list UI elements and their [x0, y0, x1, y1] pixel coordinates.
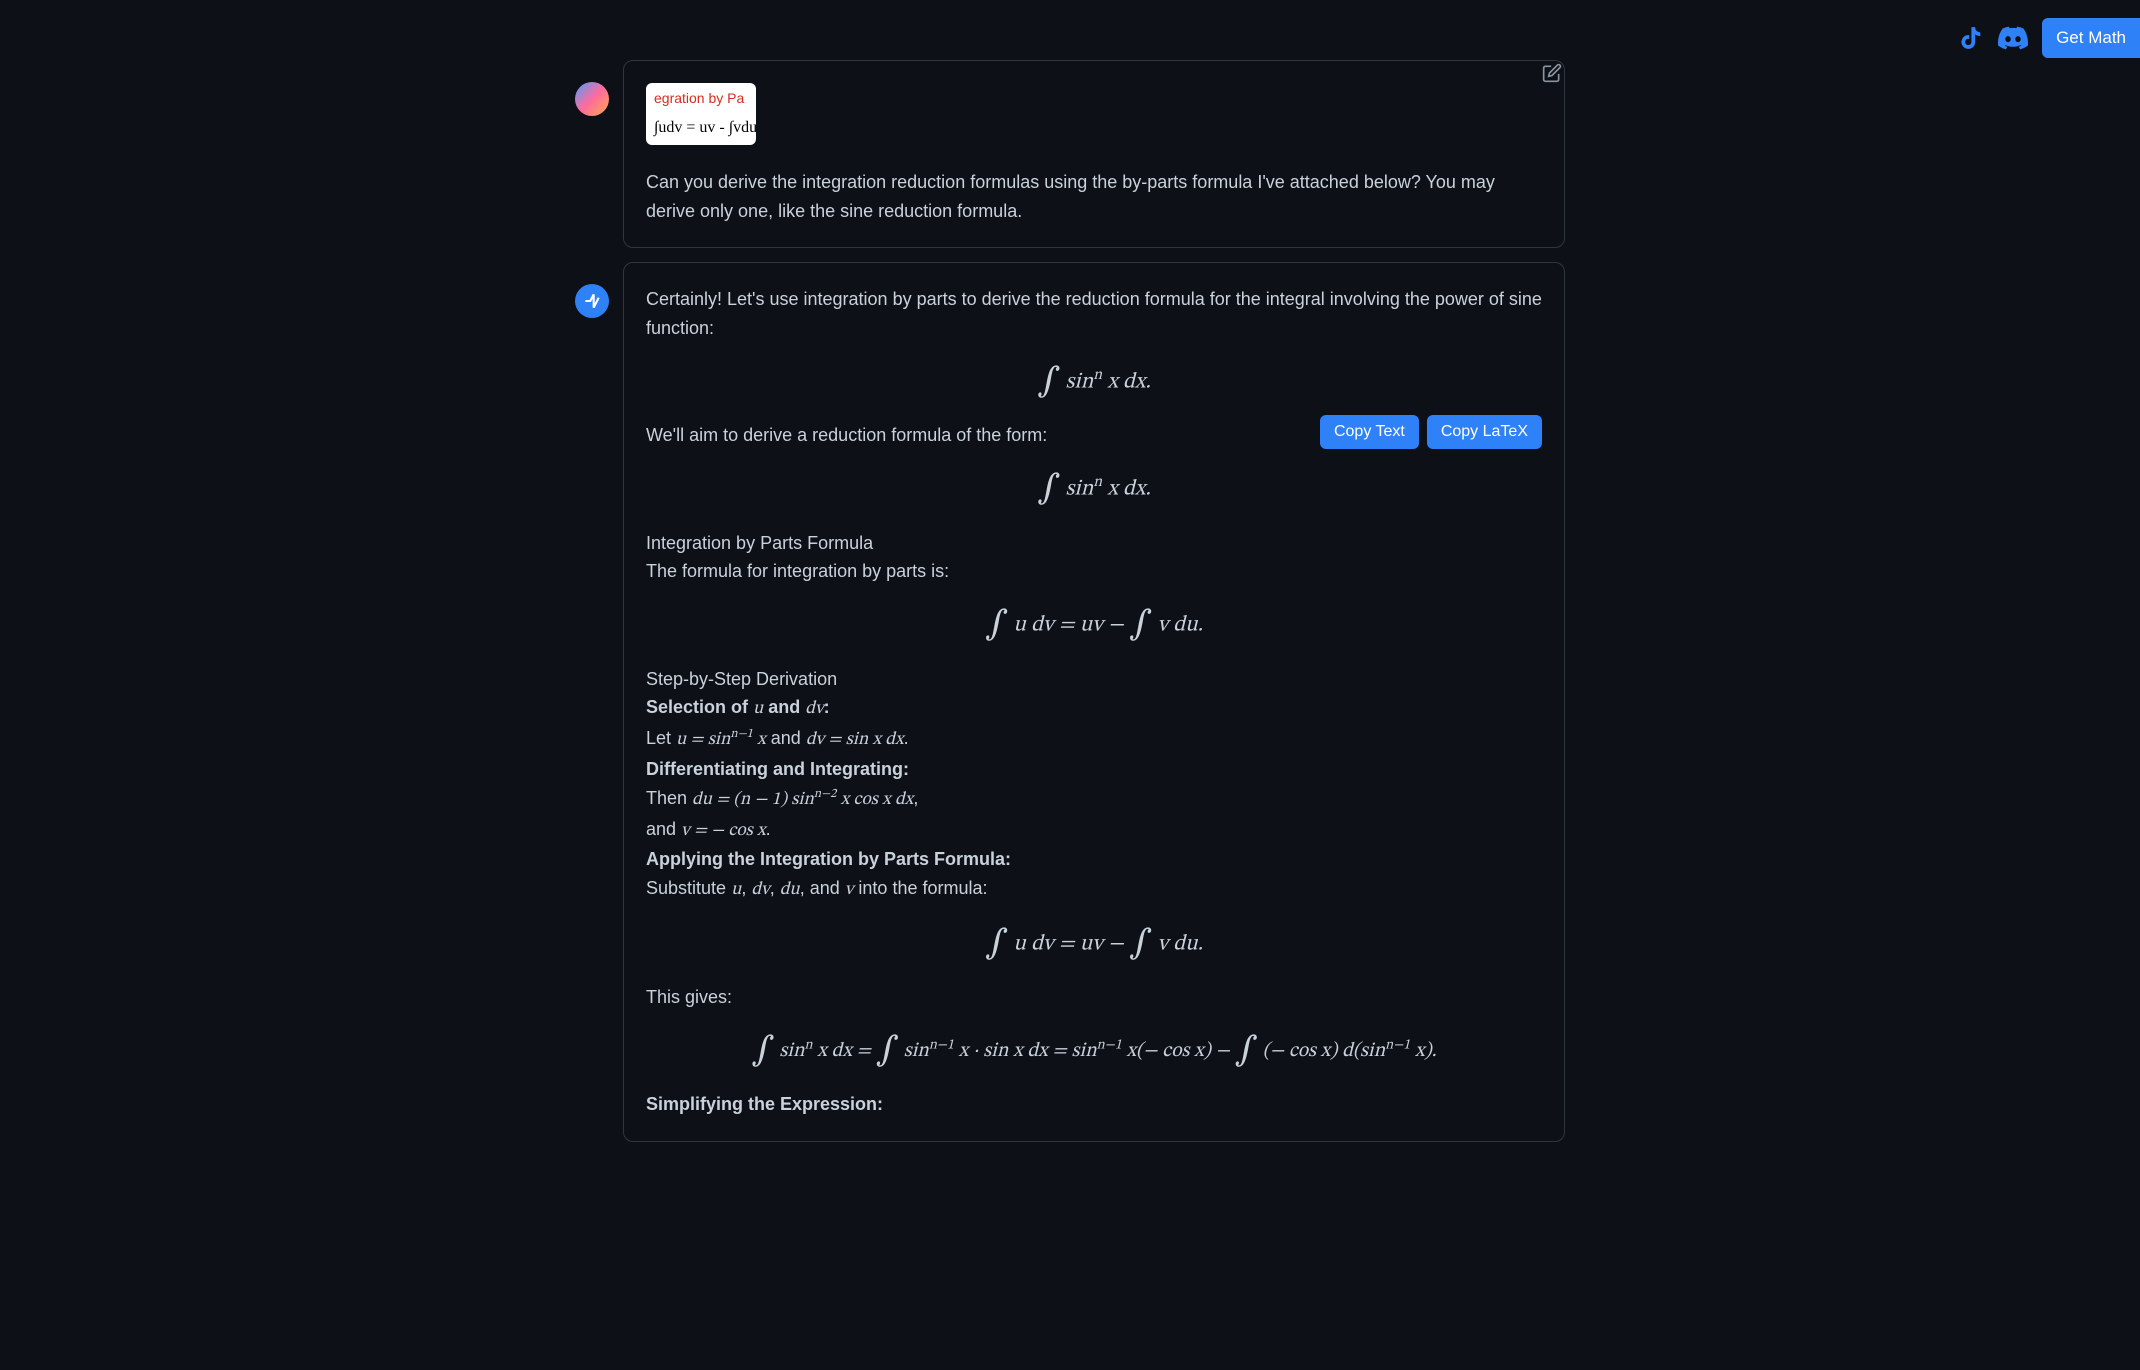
- attachment-preview[interactable]: egration by Pa ∫udv = uv - ∫vdu: [646, 83, 756, 145]
- then-prefix: Then: [646, 788, 692, 808]
- selection-label: Selection of: [646, 697, 753, 717]
- user-message-text: Can you derive the integration reduction…: [646, 168, 1542, 226]
- user-message-content: egration by Pa ∫udv = uv - ∫vdu Can you …: [646, 83, 1542, 225]
- substitute-suffix: into the formula:: [853, 878, 987, 898]
- selection-and: and: [763, 697, 805, 717]
- simplify-label: Simplifying the Expression:: [646, 1090, 1542, 1119]
- get-math-button[interactable]: Get Math: [2042, 18, 2140, 58]
- selection-u: u: [753, 700, 763, 718]
- then-line: Then du = (n − 1) sinn−2 x cos x dx,: [646, 784, 1542, 815]
- sub-u: u: [731, 881, 741, 899]
- let-dv: dv = sin x dx: [806, 731, 904, 749]
- user-message-wrapper: egration by Pa ∫udv = uv - ∫vdu Can you …: [623, 60, 1565, 248]
- then-du: du = (n − 1) sinn−2 x cos x dx: [692, 791, 913, 809]
- selection-line: Selection of u and dv:: [646, 693, 1542, 724]
- apply-label: Applying the Integration by Parts Formul…: [646, 845, 1542, 874]
- sub-du: du: [780, 881, 800, 899]
- and-v-period: .: [766, 819, 771, 839]
- bot-intro-text: Certainly! Let's use integration by part…: [646, 285, 1542, 343]
- math-formula-long: ∫ sinn x dx = ∫ sinn−1 x · sin x dx = si…: [646, 1024, 1542, 1078]
- user-message-card: egration by Pa ∫udv = uv - ∫vdu Can you …: [623, 60, 1565, 248]
- edit-icon[interactable]: [1542, 63, 1562, 88]
- copy-text-button[interactable]: Copy Text: [1320, 415, 1419, 449]
- attachment-formula: ∫udv = uv - ∫vdu: [654, 115, 748, 141]
- ibp-intro-text: The formula for integration by parts is:: [646, 557, 1542, 586]
- math-formula-ibp: ∫ u dv = uv − ∫ v du.: [646, 598, 1542, 652]
- attachment-title: egration by Pa: [654, 87, 748, 109]
- then-comma: ,: [913, 788, 918, 808]
- bot-avatar: [575, 284, 609, 318]
- selection-dv: dv: [805, 700, 823, 718]
- copy-latex-button[interactable]: Copy LaTeX: [1427, 415, 1542, 449]
- let-prefix: Let: [646, 728, 676, 748]
- bot-message-content: Copy Text Copy LaTeX Certainly! Let's us…: [646, 285, 1542, 1119]
- and-v-prefix: and: [646, 819, 681, 839]
- substitute-prefix: Substitute: [646, 878, 731, 898]
- copy-buttons: Copy Text Copy LaTeX: [1320, 415, 1542, 449]
- substitute-line: Substitute u, dv, du, and v into the for…: [646, 874, 1542, 905]
- chat-container: egration by Pa ∫udv = uv - ∫vdu Can you …: [555, 60, 1585, 1142]
- selection-colon: :: [824, 697, 830, 717]
- diff-label: Differentiating and Integrating:: [646, 755, 1542, 784]
- gives-text: This gives:: [646, 983, 1542, 1012]
- and-v: v = − cos x: [681, 822, 766, 840]
- math-formula-2: ∫ sinn x dx.: [646, 462, 1542, 516]
- math-formula-ibp2: ∫ u dv = uv − ∫ v du.: [646, 917, 1542, 971]
- and-v-line: and v = − cos x.: [646, 815, 1542, 846]
- let-and: and: [766, 728, 806, 748]
- discord-icon[interactable]: [1998, 23, 2028, 53]
- heading-derivation: Step-by-Step Derivation: [646, 665, 1542, 694]
- sub-dv: dv: [751, 881, 769, 899]
- tiktok-icon[interactable]: [1958, 25, 1984, 51]
- sub-c2: ,: [770, 878, 780, 898]
- heading-ibp: Integration by Parts Formula: [646, 529, 1542, 558]
- let-line: Let u = sinn−1 x and dv = sin x dx.: [646, 724, 1542, 755]
- header-icons: Get Math: [1958, 18, 2140, 58]
- sub-c3: , and: [800, 878, 845, 898]
- let-u: u = sinn−1 x: [676, 731, 766, 749]
- bot-message-wrapper: Copy Text Copy LaTeX Certainly! Let's us…: [623, 262, 1565, 1142]
- bot-message-card: Copy Text Copy LaTeX Certainly! Let's us…: [623, 262, 1565, 1142]
- math-formula-1: ∫ sinn x dx.: [646, 355, 1542, 409]
- let-period: .: [904, 728, 909, 748]
- user-avatar: [575, 82, 609, 116]
- sub-c1: ,: [741, 878, 751, 898]
